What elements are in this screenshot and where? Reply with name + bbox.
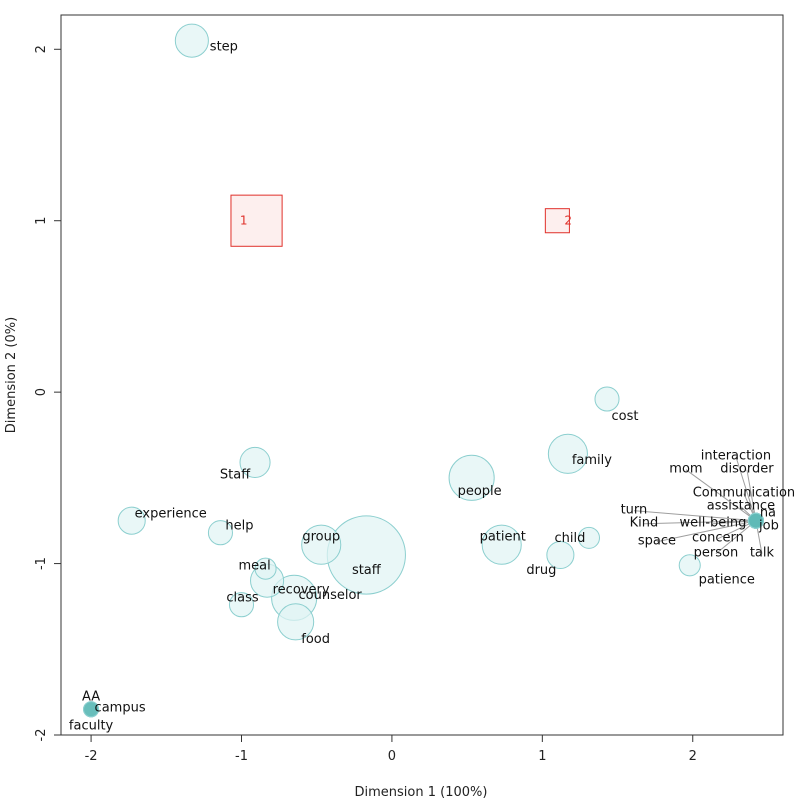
leader-kind: [643, 520, 756, 525]
leader-lines: [633, 456, 763, 555]
label-disorder: disorder: [720, 462, 774, 477]
x-axis: -2 -1 0 1 2: [85, 735, 697, 764]
word-points: [83, 23, 764, 718]
label-interaction: interaction: [701, 449, 771, 464]
label-counselor: counselor: [299, 588, 363, 603]
x-tick-label: 2: [689, 749, 697, 764]
label-staff: staff: [352, 563, 382, 578]
category-1-label: 1: [240, 214, 248, 228]
point-talk: [747, 512, 764, 529]
label-patience: patience: [699, 572, 755, 587]
label-job: job: [758, 519, 779, 534]
point-family: [547, 433, 588, 474]
point-patient: [481, 524, 522, 565]
label-experience: experience: [135, 507, 207, 522]
point-drug: [546, 540, 575, 570]
plot-frame: [60, 14, 784, 736]
label-faculty: faculty: [69, 718, 114, 733]
label-cost: cost: [612, 409, 639, 424]
point-experience: [117, 506, 146, 535]
y-tick-label: 1: [34, 217, 49, 225]
label-assistance: assistance: [707, 499, 775, 514]
label-drug: drug: [526, 563, 556, 578]
label-step: step: [210, 40, 238, 55]
point-cost: [594, 386, 620, 412]
label-campus: campus: [95, 700, 146, 715]
label-talk: talk: [750, 546, 775, 561]
category-2-marker: [544, 208, 570, 234]
label-staff: Staff: [220, 467, 251, 482]
label-communication: Communication: [693, 486, 795, 501]
label-food: food: [301, 632, 330, 647]
label-family: family: [572, 453, 612, 468]
point-faculty: [83, 701, 100, 718]
label-aa: AA: [82, 689, 100, 704]
label-people: people: [458, 484, 502, 499]
leader-interaction: [735, 456, 757, 521]
category-2-label: 2: [564, 214, 572, 228]
point-child: [577, 526, 600, 549]
x-tick-label: 1: [538, 749, 546, 764]
leader-turn: [633, 510, 756, 522]
y-tick-label: 2: [34, 45, 49, 53]
label-patient: patient: [480, 530, 526, 545]
point-class: [228, 592, 255, 618]
label-class: class: [226, 591, 258, 606]
x-tick-label: 0: [388, 749, 396, 764]
label-meal: meal: [238, 559, 270, 574]
label-well-being: well-being: [679, 516, 746, 531]
leader-space: [656, 520, 757, 543]
label-group: group: [302, 530, 340, 545]
x-tick-label: -2: [85, 749, 98, 764]
y-tick-label: 0: [34, 388, 49, 396]
point-staff: [239, 446, 271, 478]
point-staff: [326, 515, 406, 595]
leader-person: [715, 520, 757, 555]
category-1-marker: [230, 194, 283, 247]
point-people: [448, 454, 495, 501]
point-step: [174, 23, 209, 58]
point-patience: [678, 554, 701, 577]
point-group: [301, 524, 342, 565]
y-tick-label: -1: [34, 557, 49, 570]
label-space: space: [638, 534, 676, 549]
y-axis: -2 -1 0 1 2: [34, 45, 61, 741]
label-help: help: [225, 519, 253, 534]
label-turn: turn: [621, 503, 648, 518]
y-axis-title: Dimension 2 (0%): [4, 317, 19, 433]
point-food: [277, 603, 315, 641]
label-recovery: recovery: [273, 583, 330, 598]
label-mom: mom: [669, 462, 702, 477]
y-tick-label: -2: [34, 729, 49, 742]
label-kind: Kind: [630, 516, 659, 531]
word-labels: step cost family Staff people experience help p…: [69, 40, 795, 734]
label-child: child: [555, 531, 586, 546]
point-meal: [254, 557, 277, 580]
x-axis-title: Dimension 1 (100%): [355, 785, 488, 800]
leader-disorder: [746, 469, 757, 521]
label-concern: concern: [692, 531, 744, 546]
label-na: na: [760, 506, 776, 521]
label-person: person: [694, 546, 739, 561]
x-tick-label: -1: [235, 749, 248, 764]
point-help: [207, 520, 233, 546]
leader-mom: [685, 469, 757, 522]
